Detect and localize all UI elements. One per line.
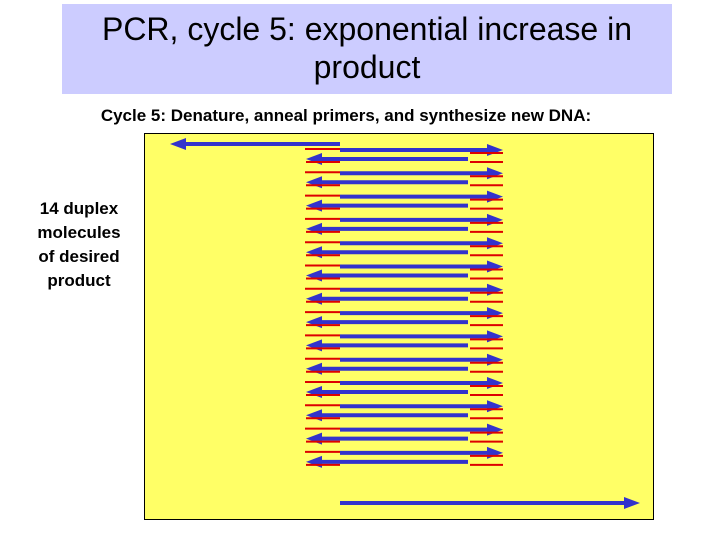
side-label-line-2: molecules xyxy=(37,223,121,242)
new-strand-right-head xyxy=(487,330,503,343)
title-banner: PCR, cycle 5: exponential increase in pr… xyxy=(62,4,672,94)
new-strand-left-head xyxy=(306,409,322,422)
side-label-line-4: product xyxy=(47,271,111,290)
slide-subtitle: Cycle 5: Denature, anneal primers, and s… xyxy=(100,106,592,125)
new-strand-right-head xyxy=(487,353,503,366)
new-strand-right-head xyxy=(487,213,503,226)
new-strand-right-head xyxy=(487,144,503,156)
new-strand-right-head xyxy=(487,190,503,203)
new-strand-right-head xyxy=(487,446,503,459)
new-strand-right-head xyxy=(487,423,503,436)
duplex-count-label: 14 duplex molecules of desired product xyxy=(22,197,136,293)
new-strand-left-head xyxy=(306,455,322,468)
new-strand-right-head xyxy=(487,400,503,413)
title-line-2: product xyxy=(313,49,421,85)
new-strand-left-head xyxy=(306,269,322,282)
side-label-line-3: of desired xyxy=(38,247,120,266)
slide-title: PCR, cycle 5: exponential increase in pr… xyxy=(62,10,672,86)
new-strand-left-head xyxy=(306,176,322,189)
new-strand-right-head xyxy=(487,283,503,296)
new-strand-right-head xyxy=(487,167,503,180)
new-strand-left-head xyxy=(306,386,322,398)
new-strand-left-head xyxy=(306,199,322,212)
new-strand-left-head xyxy=(306,153,322,165)
new-strand-left-head xyxy=(306,292,322,305)
new-strand-left-head xyxy=(306,432,322,445)
side-label-line-1: 14 duplex xyxy=(39,199,119,218)
new-strand-left-head xyxy=(306,362,322,375)
title-line-1: PCR, cycle 5: exponential increase in xyxy=(101,11,633,47)
new-strand-right-head xyxy=(487,260,503,273)
new-strand-left-head xyxy=(306,339,322,352)
new-strand-left-head xyxy=(306,222,322,235)
template-strand-bottom-head xyxy=(624,497,640,509)
new-strand-right-head xyxy=(487,307,503,320)
new-strand-right-head xyxy=(487,237,503,250)
new-strand-left-head xyxy=(306,246,322,259)
template-strand-top-head xyxy=(170,138,186,150)
new-strand-right-head xyxy=(487,377,503,389)
new-strand-left-head xyxy=(306,316,322,329)
